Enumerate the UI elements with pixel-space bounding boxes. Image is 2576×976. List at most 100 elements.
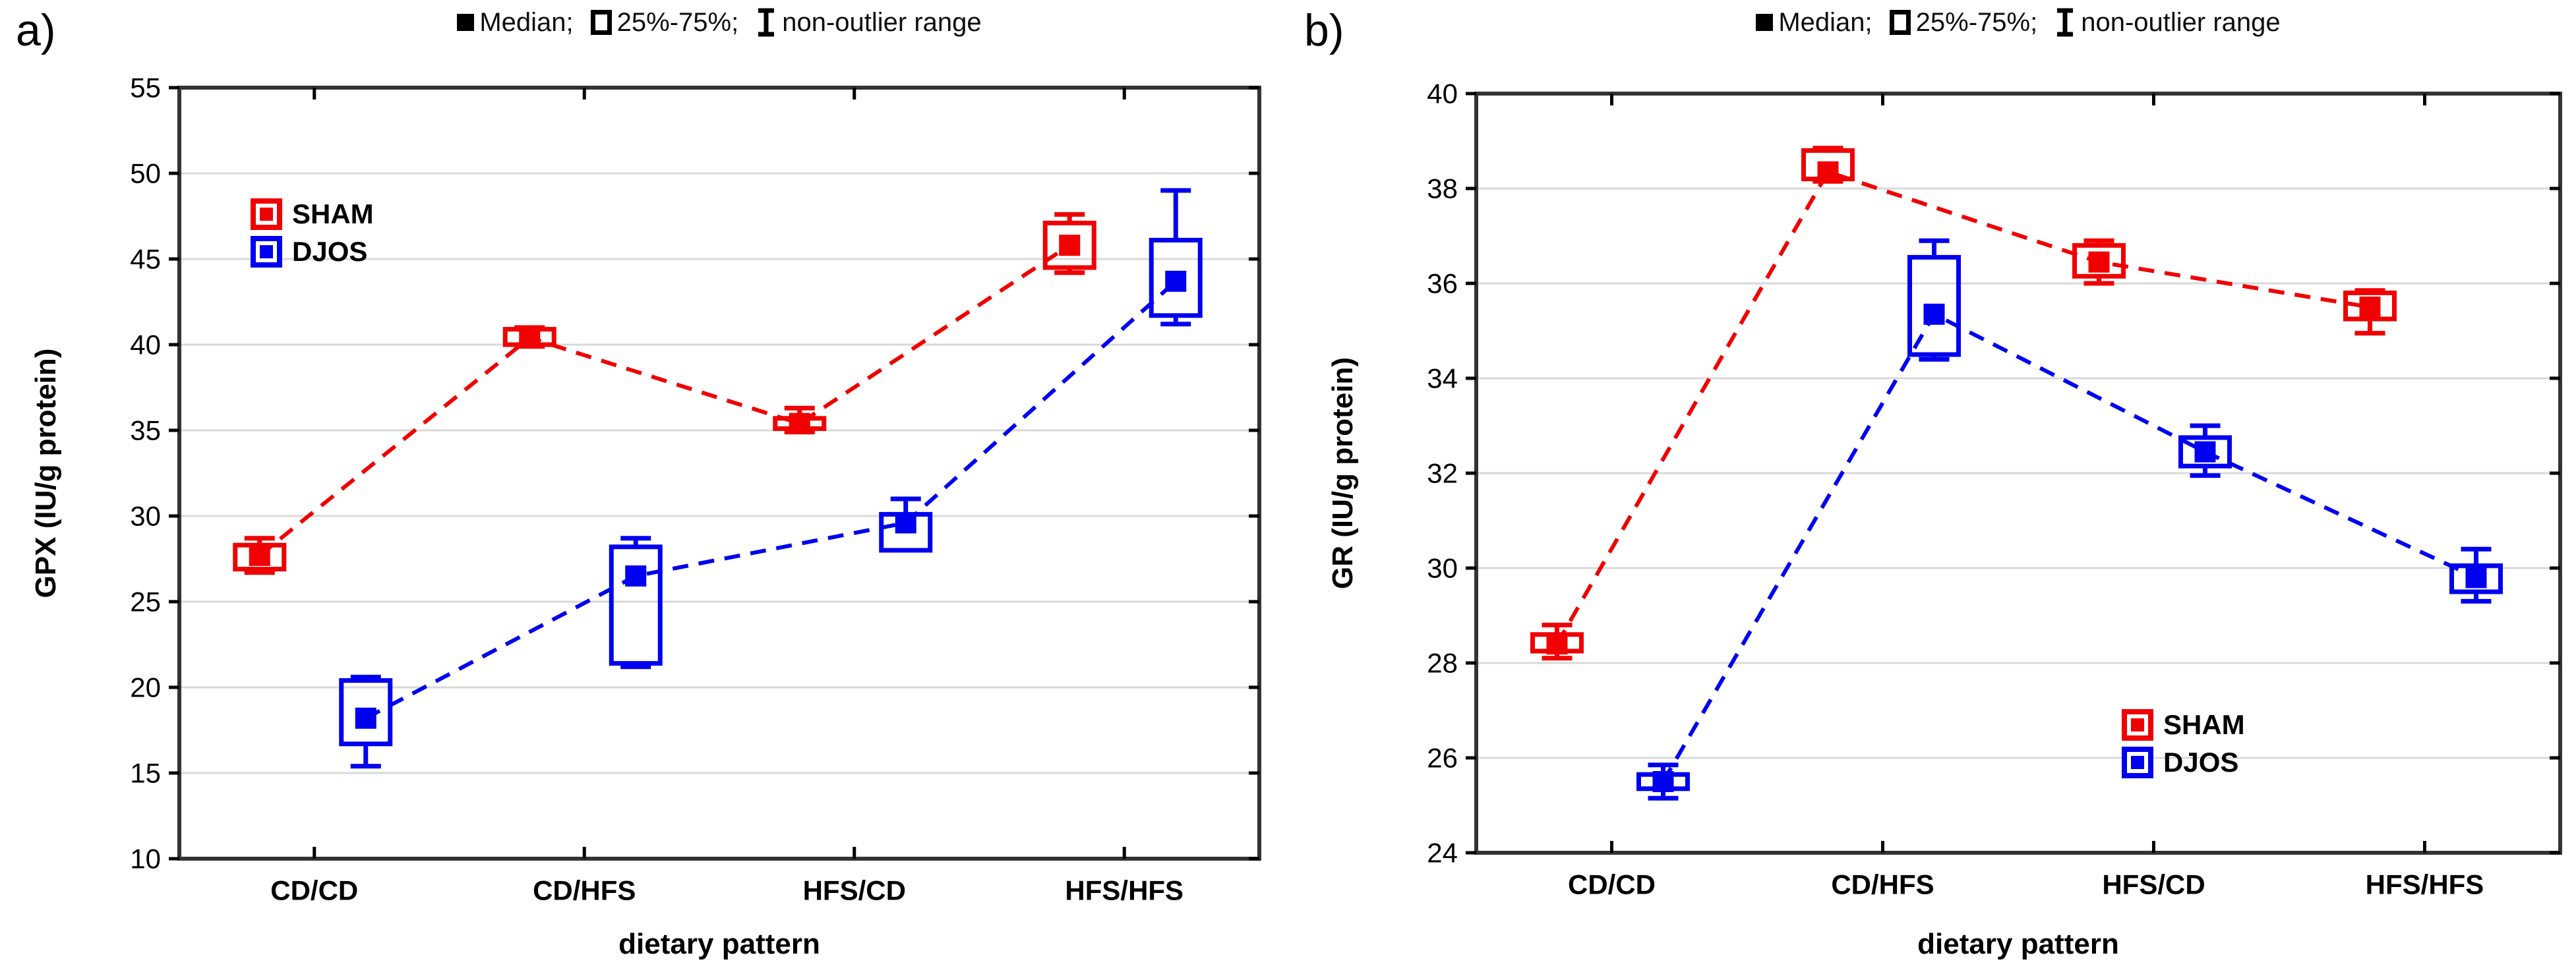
y-tick-label: 35 bbox=[130, 415, 161, 446]
djos-label: DJOS bbox=[292, 236, 368, 267]
median-marker bbox=[2194, 441, 2216, 463]
x-category-label: HFS/HFS bbox=[1065, 875, 1183, 905]
y-tick-label: 32 bbox=[1427, 458, 1458, 489]
box-sham-cd-hfs bbox=[1801, 146, 1855, 184]
panel-a-y-axis-title: GPX (IU/g protein) bbox=[30, 348, 62, 598]
y-tick-label: 40 bbox=[130, 330, 161, 360]
box-part bbox=[339, 678, 393, 747]
x-category-label: HFS/HFS bbox=[2366, 869, 2484, 900]
y-tick-label: 34 bbox=[1427, 363, 1458, 394]
whisker-range-icon bbox=[758, 8, 775, 37]
x-category-label: HFS/CD bbox=[803, 875, 906, 905]
y-tick-label: 30 bbox=[130, 501, 161, 532]
y-tick-label: 30 bbox=[1427, 553, 1458, 584]
iqr-label: 25%-75%; bbox=[616, 7, 739, 37]
legend-item-median: Median; bbox=[1756, 8, 1872, 38]
y-tick-label: 24 bbox=[1427, 838, 1458, 869]
median-label: Median; bbox=[479, 7, 574, 37]
legend-item-range: non-outlier range bbox=[2054, 7, 2281, 38]
median-marker bbox=[1165, 270, 1187, 292]
legend-row-sham: SHAM bbox=[251, 198, 374, 230]
y-tick-label: 26 bbox=[1427, 743, 1458, 774]
median-square-icon bbox=[457, 14, 475, 31]
box-part bbox=[2178, 435, 2232, 469]
median-marker bbox=[2088, 251, 2110, 273]
trend-sham bbox=[258, 243, 1071, 558]
y-tick-label: 15 bbox=[130, 758, 161, 789]
box-part bbox=[609, 544, 663, 666]
x-category-label: CD/CD bbox=[270, 875, 358, 905]
box-djos-cd-cd bbox=[339, 674, 393, 769]
box-djos-hfs-hfs bbox=[1149, 188, 1203, 327]
box-sham-cd-hfs bbox=[502, 325, 556, 349]
box-sham-hfs-cd bbox=[773, 405, 827, 435]
x-category-label: CD/HFS bbox=[533, 875, 636, 905]
box-part bbox=[2449, 563, 2503, 594]
trend-sham bbox=[1555, 169, 2370, 645]
median-marker bbox=[1923, 303, 1945, 325]
panel-a-top-legend: Median; 25%-75%; non-outlier range bbox=[179, 7, 1259, 38]
y-tick-label: 55 bbox=[130, 72, 161, 103]
box-djos-cd-hfs bbox=[1907, 238, 1961, 362]
whisker-range-icon bbox=[2057, 8, 2074, 37]
sham-box-icon bbox=[2122, 709, 2153, 741]
box-part bbox=[2343, 290, 2397, 322]
y-tick-label: 25 bbox=[130, 587, 161, 617]
median-marker bbox=[1546, 633, 1568, 655]
sham-label: SHAM bbox=[2163, 709, 2245, 740]
box-part bbox=[1149, 237, 1203, 318]
median-marker bbox=[1652, 771, 1674, 792]
iqr-box-icon bbox=[1889, 10, 1911, 35]
y-tick-label: 38 bbox=[1427, 173, 1458, 204]
box-djos-hfs-cd bbox=[879, 496, 933, 553]
box-part bbox=[1042, 220, 1096, 270]
box-sham-hfs-cd bbox=[2072, 238, 2126, 286]
legend-item-median: Median; bbox=[457, 7, 574, 38]
median-marker bbox=[2465, 567, 2487, 588]
box-sham-cd-cd bbox=[1530, 622, 1584, 661]
legend-item-range: non-outlier range bbox=[756, 7, 982, 38]
box-djos-cd-hfs bbox=[609, 536, 663, 670]
panel-a-label: a) bbox=[16, 5, 56, 55]
median-marker bbox=[519, 327, 541, 349]
box-sham-cd-cd bbox=[233, 536, 287, 575]
djos-box-icon bbox=[2122, 747, 2153, 778]
y-tick-label: 45 bbox=[130, 244, 161, 275]
y-tick-label: 10 bbox=[130, 844, 161, 875]
y-tick-label: 50 bbox=[130, 158, 161, 189]
median-marker bbox=[895, 512, 916, 534]
median-label: Median; bbox=[1778, 7, 1872, 37]
sham-label: SHAM bbox=[292, 198, 374, 229]
sham-box-icon bbox=[251, 198, 282, 230]
panel-a-x-axis-title: dietary pattern bbox=[618, 928, 820, 960]
median-marker bbox=[355, 707, 376, 729]
y-tick-label: 28 bbox=[1427, 648, 1458, 679]
median-square-icon bbox=[1756, 14, 1774, 31]
y-tick-label: 20 bbox=[130, 672, 161, 703]
median-marker bbox=[789, 413, 810, 434]
median-marker bbox=[625, 565, 647, 587]
box-djos-hfs-cd bbox=[2178, 423, 2232, 478]
box-part bbox=[2072, 243, 2126, 279]
median-marker bbox=[2359, 297, 2381, 318]
box-sham-hfs-hfs bbox=[1042, 212, 1096, 275]
iqr-box-icon bbox=[590, 10, 612, 35]
legend-item-iqr: 25%-75%; bbox=[590, 7, 739, 38]
box-djos-cd-cd bbox=[1636, 762, 1690, 801]
djos-label: DJOS bbox=[2163, 747, 2239, 778]
range-label: non-outlier range bbox=[2081, 7, 2281, 37]
median-marker bbox=[1817, 161, 1839, 183]
panel-b-top-legend: Median; 25%-75%; non-outlier range bbox=[1476, 7, 2560, 38]
box-part bbox=[1907, 254, 1961, 357]
panel-a-series-legend: SHAM DJOS bbox=[251, 198, 374, 268]
trend-djos bbox=[365, 279, 1178, 720]
iqr-label: 25%-75%; bbox=[1915, 7, 2038, 37]
legend-row-sham: SHAM bbox=[2122, 709, 2245, 741]
x-category-label: HFS/CD bbox=[2102, 869, 2205, 900]
djos-box-icon bbox=[251, 236, 282, 268]
x-category-label: CD/HFS bbox=[1831, 869, 1934, 900]
legend-row-djos: DJOS bbox=[2122, 747, 2245, 778]
y-tick-label: 40 bbox=[1427, 78, 1458, 109]
